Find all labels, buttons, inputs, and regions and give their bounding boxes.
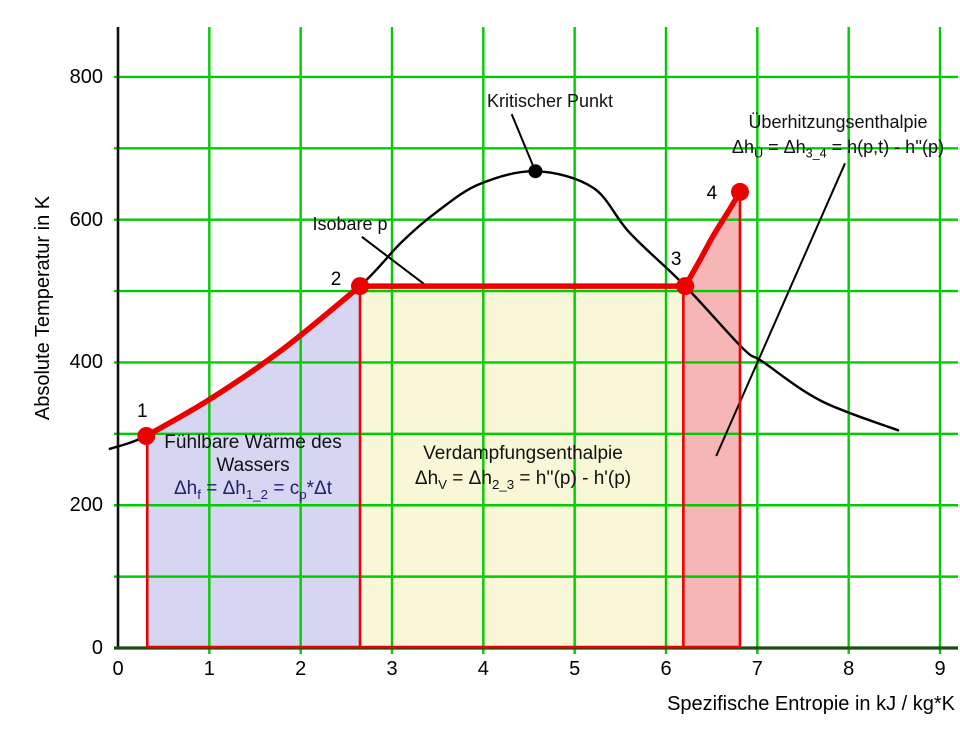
point-label-2: 2 bbox=[330, 269, 342, 291]
critical-point-label: Kritischer Punkt bbox=[486, 91, 614, 111]
sensible-heat-annotation: Fühlbare Wärme des Wassers Δhf = Δh1_2 =… bbox=[128, 431, 378, 506]
ueberhitzung-leader bbox=[715, 162, 846, 457]
evaporation-enthalpy-annotation: Verdampfungsenthalpie ΔhV = Δh2_3 = h''(… bbox=[395, 441, 651, 497]
sensible-heat-title-line2: Wassers bbox=[216, 455, 290, 476]
x-tick-label: 4 bbox=[477, 658, 489, 680]
point-label-3: 3 bbox=[670, 249, 682, 271]
process-segment-3 bbox=[682, 189, 743, 289]
x-tick-label: 5 bbox=[569, 658, 581, 680]
evaporation-enthalpy-title: Verdampfungsenthalpie bbox=[423, 443, 623, 464]
y-tick-label: 800 bbox=[69, 65, 103, 88]
x-tick-label: 0 bbox=[112, 658, 124, 680]
grid bbox=[114, 27, 958, 654]
x-tick-label: 3 bbox=[386, 658, 398, 680]
markers bbox=[137, 164, 749, 445]
sensible-heat-formula: Δhf = Δh1_2 = cp*Δt bbox=[173, 478, 332, 502]
region-fills bbox=[147, 191, 740, 648]
region-verdampfungsenthalpie bbox=[360, 286, 684, 648]
y-axis-title: Absolute Temperatur in K bbox=[32, 195, 54, 421]
isobare-leader bbox=[361, 236, 425, 285]
x-tick-label: 2 bbox=[295, 658, 307, 680]
x-tick-label: 9 bbox=[934, 658, 946, 680]
x-axis-title: Spezifische Entropie in kJ / kg*K bbox=[667, 693, 955, 715]
superheat-enthalpy-title: Überhitzungsenthalpie bbox=[748, 112, 928, 132]
state-point-3 bbox=[676, 277, 695, 296]
state-point-2 bbox=[351, 277, 369, 296]
isobar-label: Isobare p bbox=[312, 214, 388, 234]
point-label-4: 4 bbox=[706, 182, 718, 204]
kritischer-punkt-leader bbox=[510, 113, 534, 166]
y-tick-label: 0 bbox=[91, 637, 103, 659]
critical-point-dot bbox=[528, 164, 543, 179]
process-curve bbox=[143, 189, 743, 439]
x-tick-label: 6 bbox=[660, 658, 672, 680]
process-segment-1 bbox=[143, 283, 363, 439]
x-tick-label: 7 bbox=[751, 658, 763, 680]
process-boundary-lines bbox=[145, 193, 742, 649]
point-label-1: 1 bbox=[137, 401, 148, 422]
sensible-heat-title-line1: Fühlbare Wärme des bbox=[164, 432, 342, 453]
state-point-1 bbox=[137, 427, 156, 445]
leader-lines bbox=[361, 113, 846, 457]
region-ueberhitzungsenthalpie bbox=[683, 191, 740, 648]
y-tick-label: 600 bbox=[69, 208, 103, 231]
x-tick-label: 8 bbox=[843, 658, 855, 680]
evaporation-enthalpy-formula: ΔhV = Δh2_3 = h''(p) - h'(p) bbox=[414, 468, 632, 492]
superheat-enthalpy-formula: ΔhÜ = Δh3_4 = h(p,t) - h''(p) bbox=[731, 137, 945, 161]
y-tick-label: 400 bbox=[69, 351, 103, 374]
y-tick-label: 200 bbox=[69, 494, 103, 517]
x-tick-label: 1 bbox=[203, 658, 215, 680]
superheat-enthalpy-annotation: Überhitzungsenthalpie ΔhÜ = Δh3_4 = h(p,… bbox=[693, 110, 960, 167]
state-point-4 bbox=[731, 182, 749, 201]
region-fuehlbare-waerme-des-wassers bbox=[147, 286, 360, 648]
